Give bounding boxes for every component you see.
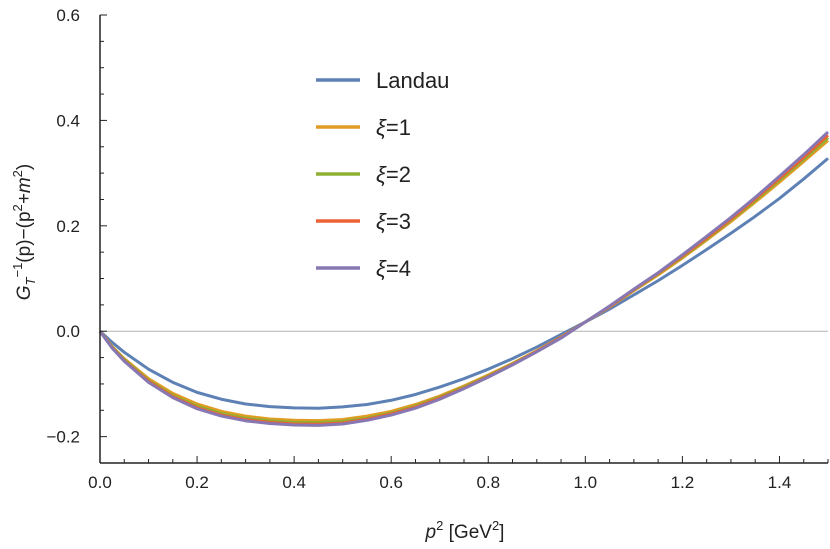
series-layer: [98, 130, 830, 427]
series-line-0: [98, 157, 829, 410]
y-tick-label: 0.2: [56, 217, 80, 236]
ticks: 0.0 0.2 0.4 0.6 0.8 1.0 1.2 1.4 −0.2 0.0 0.2 0.4 0.6: [46, 6, 829, 492]
x-tick-label: 1.0: [574, 473, 598, 492]
y-tick-label: 0.0: [56, 322, 80, 341]
y-axis-title: GT−1(p)−(p2+m2): [10, 164, 38, 301]
x-tick-label: 0.0: [88, 473, 112, 492]
x-tick-label: 1.4: [768, 473, 792, 492]
x-tick-label: 0.8: [476, 473, 500, 492]
legend-label-3: ξ=3: [376, 209, 411, 234]
legend-label-0: Landau: [376, 68, 449, 93]
y-tick-label: −0.2: [46, 428, 80, 447]
x-tick-label: 0.2: [185, 473, 209, 492]
x-tick-label: 0.6: [379, 473, 403, 492]
legend: Landau ξ=1 ξ=2 ξ=3 ξ=4: [316, 68, 449, 281]
series-line-3: [98, 134, 830, 426]
x-tick-label: 1.2: [671, 473, 695, 492]
legend-label-2: ξ=2: [376, 162, 411, 187]
series-line-4: [98, 130, 830, 427]
x-tick-label: 0.4: [282, 473, 306, 492]
y-tick-label: 0.6: [56, 6, 80, 25]
legend-label-4: ξ=4: [376, 256, 411, 281]
x-axis-title: p2 [GeV2]: [425, 518, 505, 543]
legend-label-1: ξ=1: [376, 115, 411, 140]
y-tick-label: 0.4: [56, 111, 80, 130]
